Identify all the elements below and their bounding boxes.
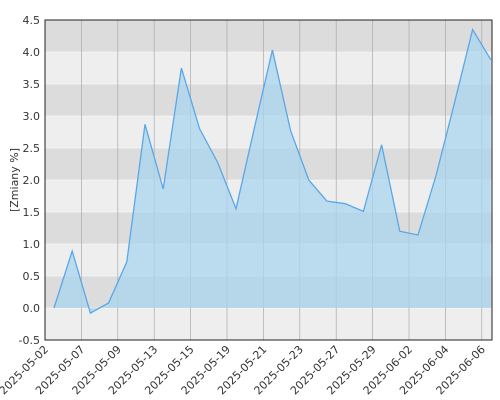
y-tick-label: 4.5 xyxy=(23,14,41,27)
grid-band xyxy=(45,20,492,52)
y-tick-label: 2.0 xyxy=(23,174,41,187)
y-tick-label: 3.0 xyxy=(23,110,41,123)
y-tick-label: 0.5 xyxy=(23,270,41,283)
y-axis-label: [Zmiany %] xyxy=(8,148,21,212)
area xyxy=(54,29,491,314)
y-tick-label: -0.5 xyxy=(19,334,40,347)
y-tick-label: 2.5 xyxy=(23,142,41,155)
y-tick-label: 1.5 xyxy=(23,206,41,219)
y-tick-label: 1.0 xyxy=(23,238,41,251)
y-tick-label: 0.0 xyxy=(23,302,41,315)
y-tick-label: 3.5 xyxy=(23,78,41,91)
y-tick-label: 4.0 xyxy=(23,46,41,59)
plot-border xyxy=(44,19,493,341)
grid-band xyxy=(45,308,492,340)
line xyxy=(53,27,492,315)
